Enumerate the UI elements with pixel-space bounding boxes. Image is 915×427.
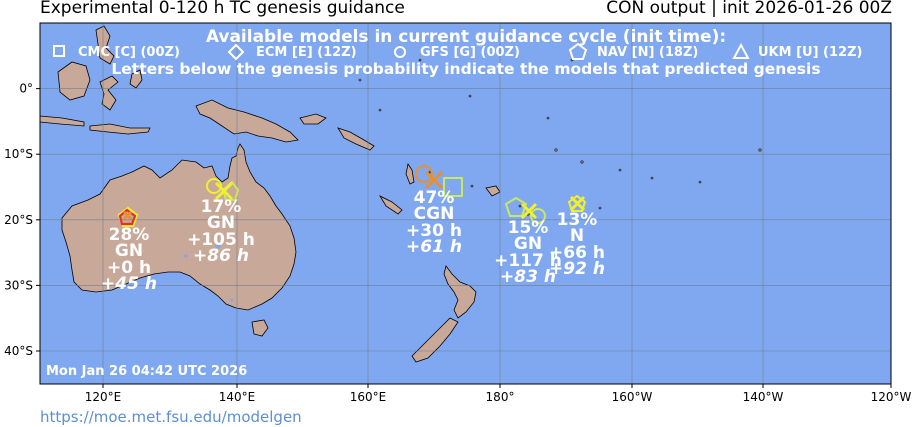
inland-lakes	[184, 244, 234, 302]
x-tick-label: 180°	[486, 390, 515, 404]
y-tick-label: 0°	[19, 82, 33, 96]
genesis-models: GN	[115, 241, 143, 261]
genesis-time: +83 h	[500, 267, 556, 287]
circle-icon	[415, 165, 433, 183]
first-time: +0 h	[107, 258, 151, 278]
first-time: +117 h	[494, 251, 562, 271]
legend: Available models in current guidance cyc…	[53, 27, 862, 78]
legend-heading: Available models in current guidance cyc…	[206, 27, 726, 47]
sulawesi-land	[99, 75, 119, 111]
x-mark-icon	[214, 181, 234, 201]
y-tick-label: 40°S	[4, 344, 33, 358]
init-time-label: CON output | init 2026-01-26 00Z	[606, 0, 892, 18]
system-label-gulf-carpentaria: 17% GN +105 h +86 h	[187, 197, 255, 266]
maluku-land	[129, 69, 143, 89]
first-time: +66 h	[549, 243, 605, 263]
system-label-coral-sea: 47% CGN +30 h +61 h	[406, 188, 462, 257]
y-tick-label: 10°S	[4, 147, 33, 161]
new-britain-land	[299, 113, 327, 125]
genesis-models: CGN	[414, 204, 455, 224]
legend-model-nav: NAV [N] (18Z)	[597, 45, 698, 60]
x-mark-icon	[520, 202, 538, 220]
map-title: Experimental 0-120 h TC genesis guidance	[40, 0, 405, 18]
generated-timestamp: Mon Jan 26 04:42 UTC 2026	[46, 364, 247, 379]
pentagon-icon	[568, 42, 588, 60]
pacific-islets	[258, 38, 762, 216]
genesis-time: +92 h	[549, 259, 605, 279]
tasmania-land	[251, 319, 269, 337]
pentagon-icon	[567, 194, 587, 212]
system-label-fiji: 15% GN +117 h +83 h	[494, 218, 562, 287]
x-tick-label: 160°E	[350, 390, 387, 404]
x-tick-label: 120°E	[85, 390, 122, 404]
square-icon	[53, 45, 65, 57]
x-tick-label: 160°W	[612, 390, 653, 404]
tick-marks	[36, 88, 892, 388]
australia-land	[61, 143, 297, 311]
x-mark-icon	[569, 195, 586, 212]
circle-icon	[530, 208, 546, 224]
y-tick-label: 30°S	[4, 278, 33, 292]
genesis-models: GN	[207, 213, 235, 233]
legend-model-gfs: GFS [G] (00Z)	[420, 45, 520, 60]
genesis-markers	[117, 165, 587, 228]
x-axis-labels: 120°E 140°E 160°E 180° 160°W 140°W 120°W	[85, 390, 912, 404]
genesis-models: N	[570, 226, 584, 246]
genesis-models: GN	[514, 234, 542, 254]
system-label-australia-west: 28% GN +0 h +45 h	[101, 225, 157, 294]
square-icon	[443, 177, 463, 197]
map-frame	[39, 22, 892, 385]
pentagon-icon	[504, 196, 528, 217]
triangle-icon	[732, 42, 750, 59]
genesis-time: +86 h	[193, 246, 249, 266]
legend-model-cmc: CMC [C] (00Z)	[78, 45, 180, 60]
genesis-probability: 13%	[557, 210, 598, 230]
philippines-land	[95, 25, 115, 65]
x-tick-label: 140°E	[219, 390, 256, 404]
y-axis-labels: 0° 10°S 20°S 30°S 40°S	[4, 82, 33, 358]
system-label-samoa: 13% N +66 h +92 h	[549, 210, 605, 279]
x-tick-label: 120°W	[871, 390, 912, 404]
pentagon-icon	[117, 206, 139, 228]
x-mark-icon	[424, 170, 444, 190]
y-tick-label: 20°S	[4, 213, 33, 227]
legend-model-ukm: UKM [U] (12Z)	[758, 45, 862, 60]
genesis-probability: 15%	[508, 218, 549, 238]
new-caledonia-land	[378, 195, 403, 215]
circle-icon	[394, 46, 406, 58]
legend-model-ecm: ECM [E] (12Z)	[256, 45, 357, 60]
genesis-probability: 28%	[109, 225, 150, 245]
java-land	[40, 115, 85, 127]
genesis-time: +45 h	[101, 274, 157, 294]
solomon-islands-land	[337, 127, 375, 151]
diamond-icon	[227, 43, 245, 61]
borneo-land	[57, 61, 91, 101]
new-guinea-land	[195, 99, 299, 143]
first-time: +30 h	[406, 221, 462, 241]
graticule	[40, 23, 891, 384]
x-mark-icon	[123, 211, 132, 220]
pentagon-icon	[118, 208, 137, 226]
vanuatu-land	[405, 162, 415, 185]
genesis-probability: 47%	[414, 188, 455, 208]
first-time: +105 h	[187, 230, 255, 250]
legend-note: Letters below the genesis probability in…	[111, 60, 820, 78]
genesis-probability: 17%	[201, 197, 242, 217]
sunda-islands-land	[89, 123, 151, 135]
x-tick-label: 140°W	[743, 390, 784, 404]
genesis-time: +61 h	[406, 237, 462, 257]
source-link[interactable]: https://moe.met.fsu.edu/modelgen	[40, 408, 302, 426]
